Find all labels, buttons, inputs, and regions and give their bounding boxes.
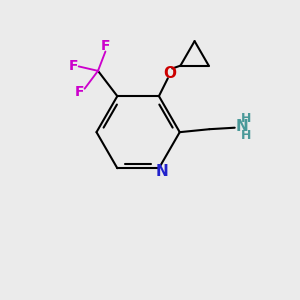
- Text: O: O: [163, 66, 176, 81]
- Text: F: F: [101, 39, 110, 53]
- Text: H: H: [241, 129, 251, 142]
- Text: F: F: [74, 85, 84, 99]
- Text: H: H: [241, 112, 251, 125]
- Text: N: N: [235, 119, 248, 134]
- Text: F: F: [69, 59, 78, 74]
- Text: N: N: [156, 164, 169, 179]
